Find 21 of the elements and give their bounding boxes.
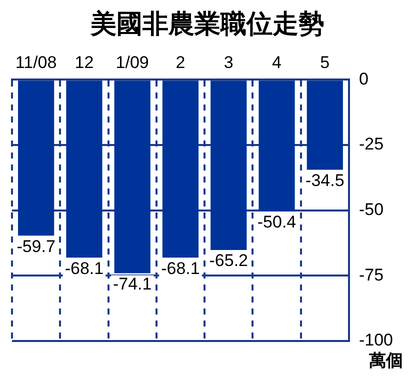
x-tick-label: 4	[272, 53, 282, 72]
x-tick-label: 2	[176, 53, 186, 72]
data-label: -65.2	[209, 251, 248, 270]
y-tick-label: -50	[358, 200, 384, 219]
x-tick-label: 1/09	[116, 53, 149, 72]
data-label: -59.7	[16, 236, 56, 256]
data-label: -68.1	[64, 258, 104, 278]
x-tick-label: 3	[224, 53, 234, 72]
data-label: -34.5	[306, 170, 344, 190]
y-tick-label: -25	[358, 134, 384, 154]
chart-title: 美國非農業職位走勢	[90, 9, 324, 40]
x-tick-label: 5	[320, 53, 330, 72]
data-label: -68.1	[161, 258, 200, 278]
x-tick-label: 11/08	[15, 53, 57, 72]
y-axis-title: 萬個	[368, 350, 403, 371]
x-tick-label: 12	[74, 53, 94, 72]
y-tick-label: 0	[358, 69, 368, 88]
y-tick-label: -100	[358, 330, 394, 350]
y-tick-label: -75	[358, 265, 384, 284]
data-label: -50.4	[257, 212, 296, 232]
data-label: -74.1	[112, 274, 152, 294]
